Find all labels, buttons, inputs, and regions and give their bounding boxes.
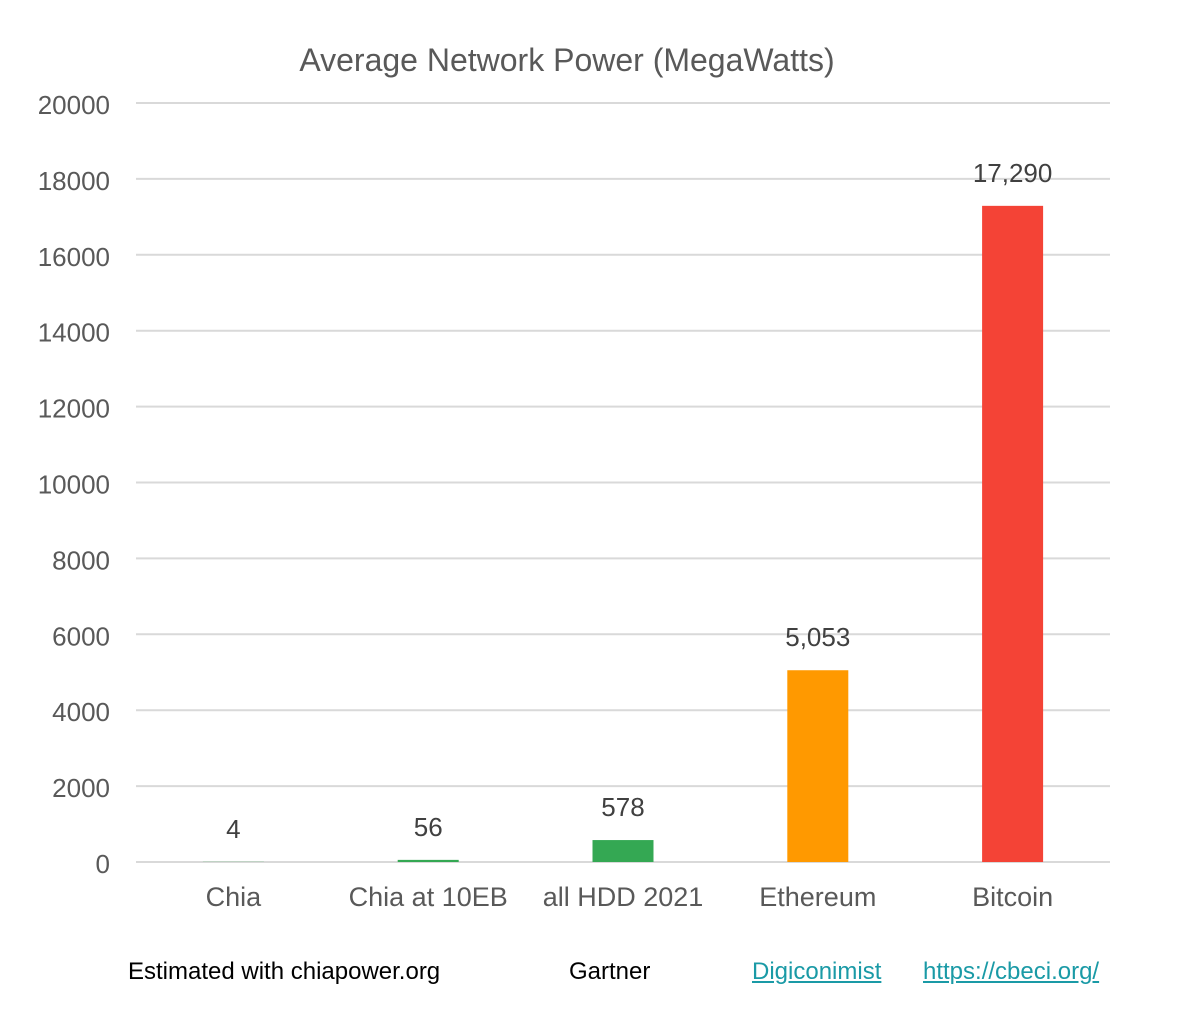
gridlines: [136, 102, 1110, 863]
y-tick-label: 6000: [52, 621, 110, 651]
y-tick-label: 16000: [38, 242, 110, 272]
bar: [982, 205, 1044, 863]
data-label: 4: [226, 814, 240, 844]
y-tick-label: 12000: [38, 394, 110, 424]
y-tick-label: 8000: [52, 545, 110, 575]
source-bitcoin-link[interactable]: https://cbeci.org/: [923, 958, 1100, 985]
data-label: 5,053: [785, 622, 850, 652]
x-axis-category-labels: Chia Chia at 10EB all HDD 2021 Ethereum Bitc…: [206, 882, 1053, 912]
x-category-label: all HDD 2021: [543, 882, 704, 912]
bar: [397, 859, 459, 862]
y-tick-label: 18000: [38, 166, 110, 196]
bars: [202, 205, 1044, 863]
x-category-label: Ethereum: [759, 882, 876, 912]
data-labels: 4 56 578 5,053 17,290: [226, 158, 1052, 844]
y-tick-label: 4000: [52, 697, 110, 727]
y-tick-label: 10000: [38, 470, 110, 500]
y-tick-label: 2000: [52, 773, 110, 803]
x-category-label: Chia: [206, 882, 263, 912]
chart-title: Average Network Power (MegaWatts): [299, 42, 834, 78]
source-chia: Estimated with chiapower.org: [128, 958, 441, 985]
data-label: 578: [601, 792, 644, 822]
x-category-label: Chia at 10EB: [349, 882, 508, 912]
source-hdd: Gartner: [569, 958, 651, 985]
bar: [787, 670, 849, 862]
y-axis-tick-labels: 0 2000 4000 6000 8000 10000 12000 14000 16000 180…: [38, 90, 110, 879]
source-ethereum-link[interactable]: Digiconimist: [752, 958, 882, 985]
data-label: 56: [414, 812, 443, 842]
bar: [592, 840, 654, 862]
x-category-label: Bitcoin: [972, 882, 1053, 912]
y-tick-label: 20000: [38, 90, 110, 120]
y-tick-label: 0: [96, 849, 110, 879]
y-tick-label: 14000: [38, 318, 110, 348]
bar-chart: Average Network Power (MegaWatts) 0 2000 4…: [38, 42, 1110, 912]
data-label: 17,290: [973, 158, 1053, 188]
